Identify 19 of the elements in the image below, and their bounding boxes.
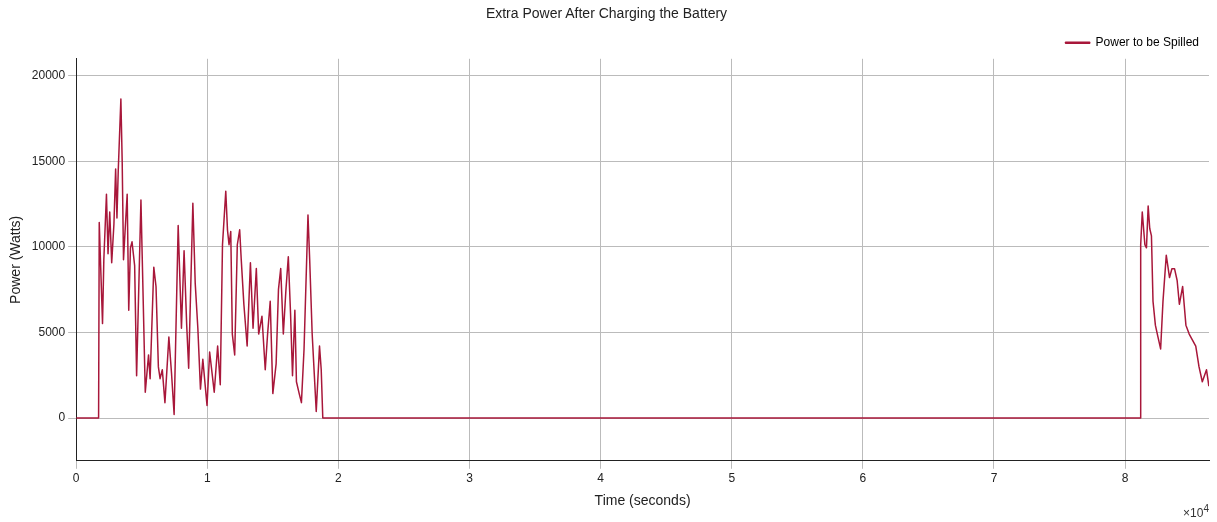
x-tick-label: 4 <box>597 471 605 486</box>
x-tick-label: 3 <box>466 471 474 486</box>
x-tick-label: 5 <box>728 471 736 486</box>
x-tick-label: 8 <box>1121 471 1129 486</box>
text: ×10$^{4}$ <box>1183 503 1209 520</box>
x-tick-label: 1 <box>203 471 211 486</box>
x-tick-label: 0 <box>72 471 80 486</box>
y-tick-label: 15000 <box>31 153 66 168</box>
chart-title: Extra Power After Charging the Battery <box>485 5 728 22</box>
y-tick-label: 20000 <box>31 68 66 83</box>
x-tick-label: 6 <box>859 471 867 486</box>
x-axis-title: Time (seconds) <box>594 492 691 509</box>
y-axis-title: Power (Watts) <box>7 215 24 304</box>
y-tick-label: 0 <box>58 410 66 425</box>
y-tick-label: 10000 <box>31 239 66 254</box>
y-tick-label: 5000 <box>38 324 66 339</box>
legend-label: Power to be Spilled <box>1095 35 1200 50</box>
x-tick-label: 7 <box>990 471 998 486</box>
x-tick-label: 2 <box>335 471 343 486</box>
